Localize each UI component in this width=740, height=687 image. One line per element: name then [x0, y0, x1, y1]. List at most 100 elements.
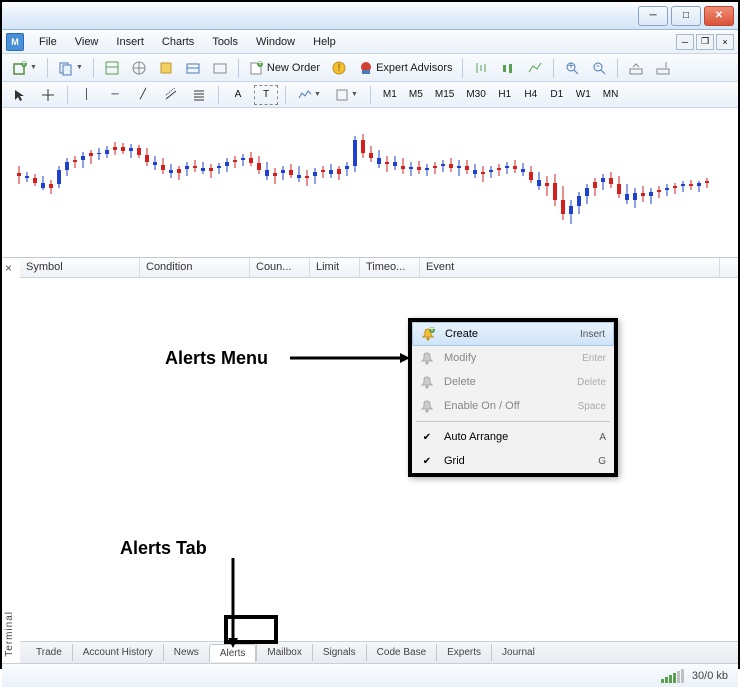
indicators-button[interactable]: ▼	[293, 85, 326, 105]
bell-x-icon	[418, 373, 436, 391]
new-order-button[interactable]: + New Order	[245, 57, 324, 79]
data-window-button[interactable]	[154, 57, 178, 79]
metaquotes-button[interactable]: !	[327, 57, 351, 79]
mdi-restore-button[interactable]: ❐	[696, 34, 714, 50]
tab-experts[interactable]: Experts	[436, 644, 491, 661]
svg-text:-: -	[597, 60, 601, 72]
menu-item-label: Auto Arrange	[444, 431, 599, 443]
new-order-label: New Order	[267, 62, 320, 74]
alerts-context-menu: +CreateInsertModifyEnterDeleteDeleteEnab…	[408, 318, 618, 477]
close-button[interactable]: ✕	[704, 6, 734, 26]
periods-button[interactable]: ▼	[330, 85, 363, 105]
expert-advisors-button[interactable]: Expert Advisors	[354, 57, 456, 79]
menu-bar: M FileViewInsertChartsToolsWindowHelp ─ …	[2, 30, 738, 54]
bell-plus-icon: +	[419, 325, 437, 343]
timeframe-mn[interactable]: MN	[598, 85, 624, 105]
menu-window[interactable]: Window	[247, 33, 304, 51]
profiles-button[interactable]: ▼	[54, 57, 87, 79]
tab-news[interactable]: News	[163, 644, 209, 661]
navigator-button[interactable]	[127, 57, 151, 79]
menu-insert[interactable]: Insert	[107, 33, 153, 51]
timeframe-h1[interactable]: H1	[493, 85, 517, 105]
terminal-tabs: TradeAccount HistoryNewsAlertsMailboxSig…	[20, 641, 738, 663]
alerts-grid-body[interactable]: Alerts Menu +CreateInsertModifyEnterDele…	[20, 278, 738, 641]
maximize-button[interactable]: □	[671, 6, 701, 26]
menu-file[interactable]: File	[30, 33, 66, 51]
menu-charts[interactable]: Charts	[153, 33, 203, 51]
new-chart-button[interactable]: + ▼	[8, 57, 41, 79]
annotation-alerts-tab: Alerts Tab	[120, 538, 207, 559]
chart-area[interactable]	[2, 108, 738, 258]
menu-help[interactable]: Help	[304, 33, 345, 51]
timeframe-m30[interactable]: M30	[461, 85, 490, 105]
menu-item-modify: ModifyEnter	[412, 346, 614, 370]
mdi-close-button[interactable]: ×	[716, 34, 734, 50]
chart-candles-button[interactable]	[496, 57, 520, 79]
terminal-button[interactable]	[181, 57, 205, 79]
terminal-close-button[interactable]: ×	[5, 261, 12, 275]
check-icon: ✔	[418, 432, 436, 443]
menu-item-label: Create	[445, 328, 580, 340]
column-limit[interactable]: Limit	[310, 258, 360, 277]
menu-item-shortcut: A	[599, 432, 606, 443]
menu-item-grid[interactable]: ✔GridG	[412, 449, 614, 473]
menu-item-delete: DeleteDelete	[412, 370, 614, 394]
timeframe-w1[interactable]: W1	[571, 85, 596, 105]
bell-toggle-icon	[418, 397, 436, 415]
horizontal-line-tool[interactable]: ─	[103, 85, 127, 105]
menu-view[interactable]: View	[66, 33, 108, 51]
shift-end-button[interactable]	[651, 57, 675, 79]
tab-journal[interactable]: Journal	[491, 644, 545, 661]
menu-item-enable-on-off: Enable On / OffSpace	[412, 394, 614, 418]
strategy-tester-button[interactable]	[208, 57, 232, 79]
zoom-in-button[interactable]: +	[560, 57, 584, 79]
minimize-button[interactable]: ─	[638, 6, 668, 26]
timeframe-m15[interactable]: M15	[430, 85, 459, 105]
cursor-tool[interactable]	[8, 85, 32, 105]
text-label-tool[interactable]: T	[254, 85, 278, 105]
connection-bars-icon	[661, 669, 684, 683]
alerts-grid-header: SymbolConditionCoun...LimitTimeo...Event	[20, 258, 738, 278]
chart-bars-button[interactable]	[469, 57, 493, 79]
menu-item-label: Grid	[444, 455, 598, 467]
connection-kb: 30/0 kb	[692, 670, 728, 682]
zoom-out-button[interactable]: -	[587, 57, 611, 79]
trendline-tool[interactable]: ╱	[131, 85, 155, 105]
menu-item-auto-arrange[interactable]: ✔ Auto ArrangeA	[412, 425, 614, 449]
timeframe-m1[interactable]: M1	[378, 85, 402, 105]
column-event[interactable]: Event	[420, 258, 720, 277]
tab-signals[interactable]: Signals	[312, 644, 366, 661]
fibonacci-tool[interactable]	[187, 85, 211, 105]
vertical-line-tool[interactable]: │	[75, 85, 99, 105]
column-coun[interactable]: Coun...	[250, 258, 310, 277]
column-condition[interactable]: Condition	[140, 258, 250, 277]
chart-line-button[interactable]	[523, 57, 547, 79]
column-timeo[interactable]: Timeo...	[360, 258, 420, 277]
menu-item-shortcut: Delete	[577, 377, 606, 388]
menu-item-label: Delete	[444, 376, 577, 388]
mdi-minimize-button[interactable]: ─	[676, 34, 694, 50]
tab-mailbox[interactable]: Mailbox	[256, 644, 311, 661]
menu-item-create[interactable]: +CreateInsert	[412, 322, 614, 346]
equidistant-tool[interactable]	[159, 85, 183, 105]
auto-scroll-button[interactable]	[624, 57, 648, 79]
column-symbol[interactable]: Symbol	[20, 258, 140, 277]
status-bar: 30/0 kb	[2, 663, 738, 687]
tab-code-base[interactable]: Code Base	[366, 644, 436, 661]
svg-text:+: +	[257, 60, 263, 69]
timeframe-m5[interactable]: M5	[404, 85, 428, 105]
menu-item-shortcut: Enter	[582, 353, 606, 364]
svg-text:+: +	[429, 326, 435, 335]
market-watch-button[interactable]	[100, 57, 124, 79]
timeframe-h4[interactable]: H4	[519, 85, 543, 105]
crosshair-tool[interactable]	[36, 85, 60, 105]
tab-account-history[interactable]: Account History	[72, 644, 163, 661]
menu-item-label: Enable On / Off	[444, 400, 578, 412]
text-tool[interactable]: A	[226, 85, 250, 105]
tab-trade[interactable]: Trade	[26, 644, 72, 661]
svg-text:!: !	[338, 62, 341, 74]
timeframe-d1[interactable]: D1	[545, 85, 569, 105]
menu-tools[interactable]: Tools	[203, 33, 247, 51]
svg-text:+: +	[568, 60, 574, 72]
terminal-panel: × Terminal SymbolConditionCoun...LimitTi…	[2, 258, 738, 663]
